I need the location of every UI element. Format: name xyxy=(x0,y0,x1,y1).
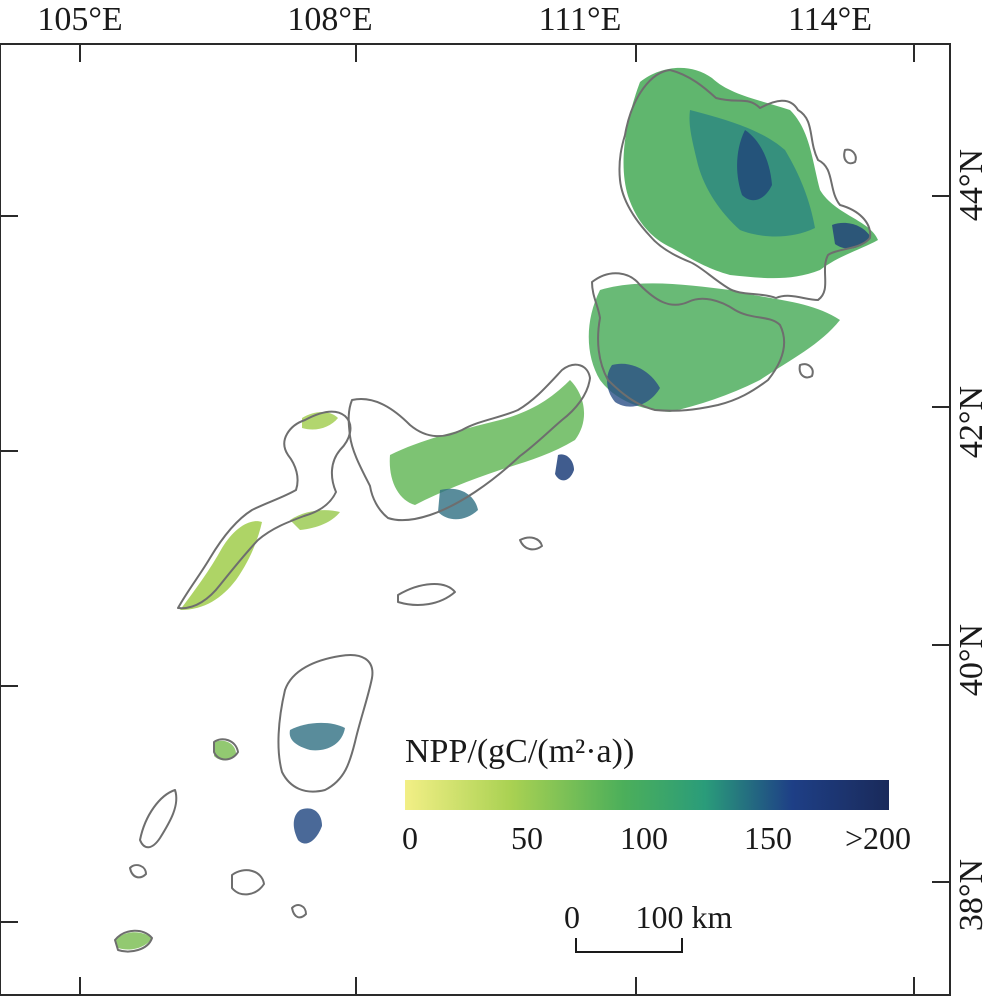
boundary-south-arm xyxy=(139,789,178,849)
boundary-south-islet-c xyxy=(114,929,153,953)
scale-start-label: 0 xyxy=(564,899,580,935)
lon-label-105: 105°E xyxy=(37,1,122,38)
npp-region-south-c xyxy=(214,740,236,761)
npp-region-midwest xyxy=(389,380,585,505)
npp-region-central-dark xyxy=(607,363,660,407)
npp-raster xyxy=(115,67,878,950)
legend-tick-200: >200 xyxy=(845,820,911,856)
npp-region-west-arm xyxy=(180,521,262,610)
scale-end-label: 100 km xyxy=(636,899,733,935)
boundary-island-c xyxy=(843,148,857,165)
lat-label-38: 38°N xyxy=(953,859,990,931)
lat-label-40: 40°N xyxy=(953,624,990,696)
region-boundaries xyxy=(114,69,872,953)
lon-label-114: 114°E xyxy=(788,1,872,38)
legend-tick-0: 0 xyxy=(402,820,418,856)
npp-region-south-d xyxy=(115,932,152,950)
legend-tick-50: 50 xyxy=(511,820,543,856)
npp-region-south-a xyxy=(289,722,345,751)
npp-region-midwest-dark2 xyxy=(555,454,574,481)
lat-label-42: 42°N xyxy=(953,386,990,458)
legend-tick-100: 100 xyxy=(620,820,668,856)
legend-tick-150: 150 xyxy=(744,820,792,856)
frame-ticks xyxy=(0,44,950,995)
boundary-island-a xyxy=(397,583,456,606)
boundary-west-arm xyxy=(177,410,352,610)
boundary-island-b xyxy=(519,536,543,551)
legend-color-bar xyxy=(405,780,889,810)
legend: NPP/(gC/(m²·a)) 0 50 100 150 >200 xyxy=(402,733,911,856)
boundary-south-large xyxy=(277,654,374,793)
npp-region-south-b xyxy=(293,808,322,844)
boundary-south-islet-e xyxy=(291,904,307,919)
map-frame xyxy=(0,43,951,996)
boundary-south-islet-b xyxy=(231,869,265,896)
lat-label-44: 44°N xyxy=(953,149,990,221)
npp-region-east-patch xyxy=(832,222,870,249)
boundary-island-d xyxy=(798,363,814,379)
boundary-south-islet-d xyxy=(129,864,147,879)
boundary-northeast xyxy=(618,69,872,301)
npp-region-northeast-dark xyxy=(737,130,772,201)
scale-bar-line xyxy=(575,938,683,953)
boundary-south-islet-a xyxy=(213,738,239,761)
lon-label-108: 108°E xyxy=(287,1,372,38)
boundary-midwest xyxy=(347,363,591,522)
legend-title: NPP/(gC/(m²·a)) xyxy=(405,733,634,770)
npp-region-west-mid xyxy=(290,510,340,530)
lon-label-111: 111°E xyxy=(539,1,622,38)
npp-region-west-top xyxy=(302,412,338,430)
scale-bar: 0 100 km xyxy=(564,899,733,953)
boundary-central xyxy=(591,272,786,412)
